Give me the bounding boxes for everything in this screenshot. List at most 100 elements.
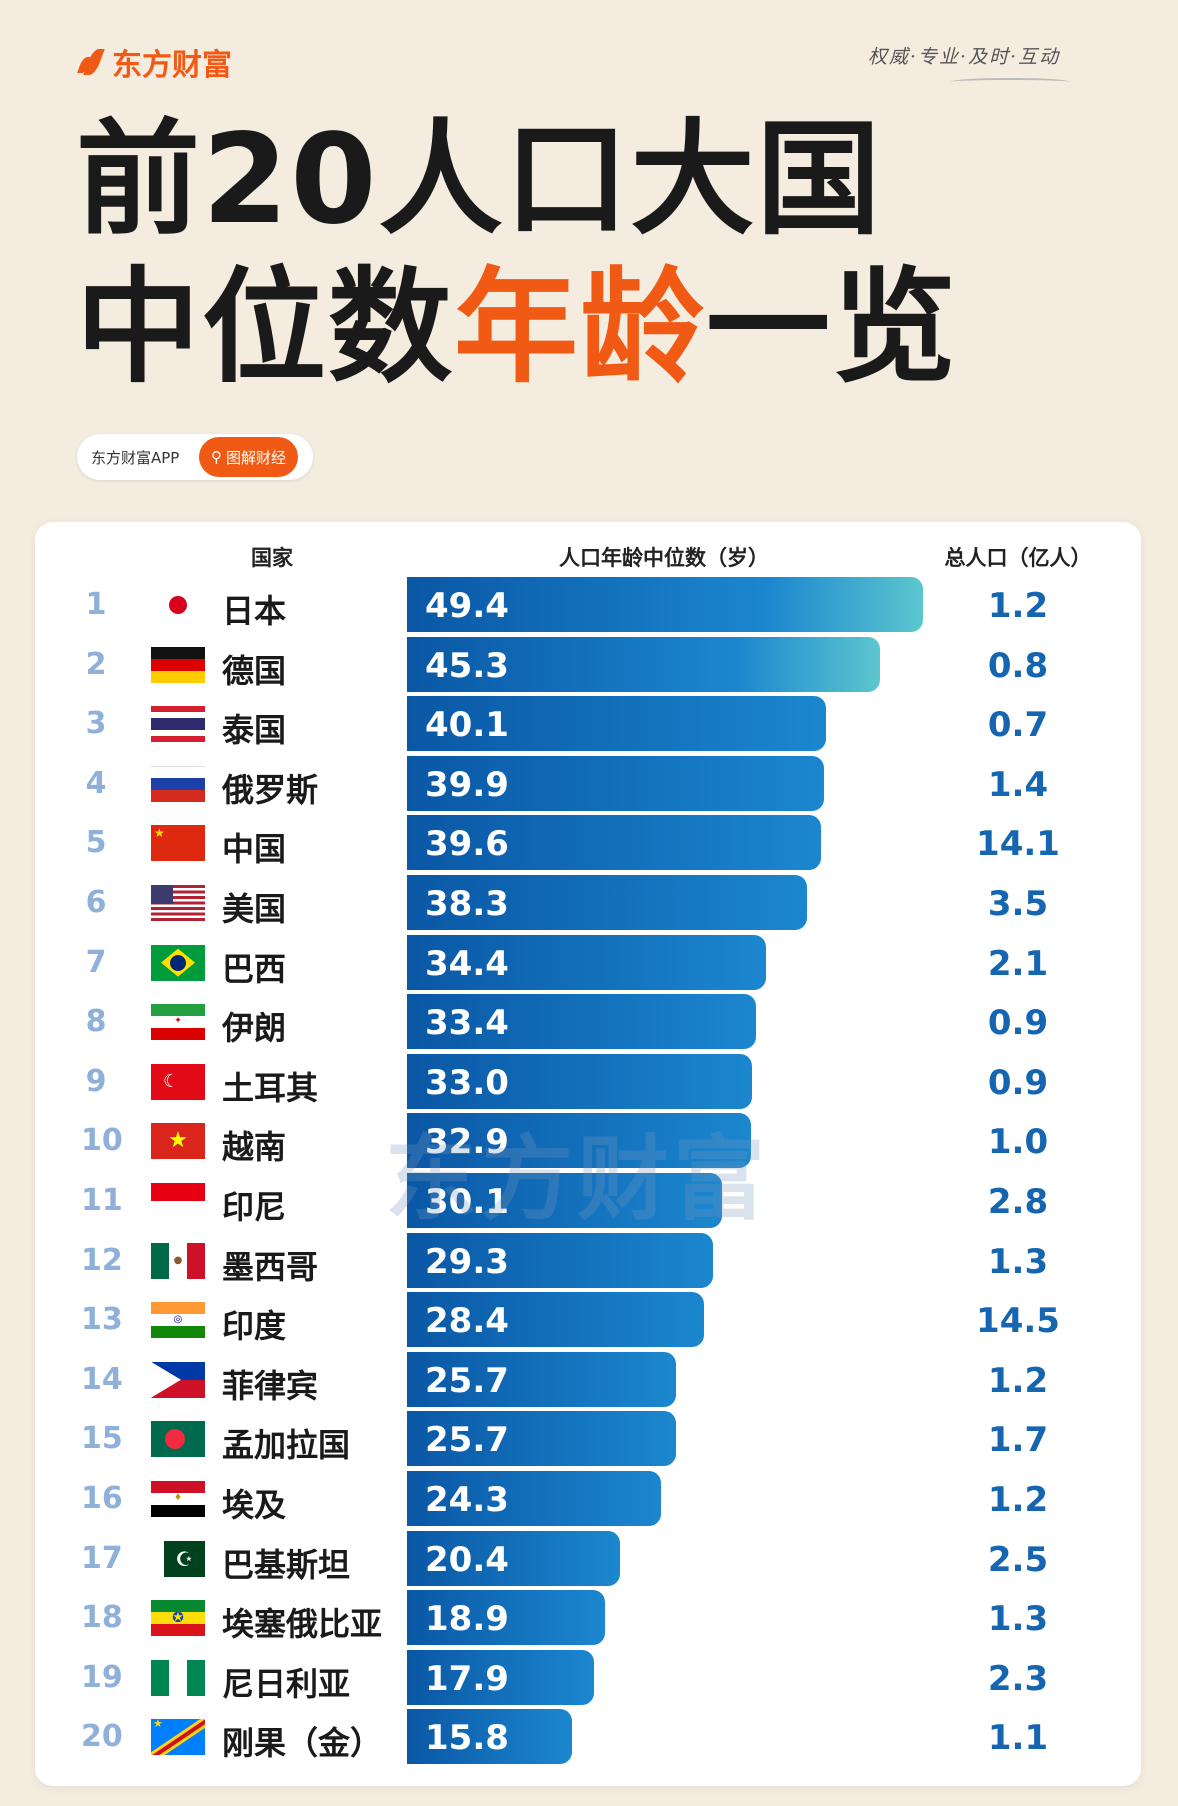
country-name: 俄罗斯 (222, 770, 319, 809)
population-value: 1.2 (987, 586, 1049, 626)
table-row: 4 俄罗斯 39.9 1.4 (35, 755, 1141, 812)
rank: 14 (81, 1361, 123, 1397)
header-population: 总人口（亿人） (944, 546, 1092, 570)
flag-tr-icon: ☾ (151, 1063, 205, 1100)
median-age-label: 24.3 (425, 1480, 509, 1520)
median-age-label: 20.4 (425, 1539, 509, 1580)
flag-pk-icon: ☪ (151, 1540, 205, 1577)
rank: 2 (85, 646, 107, 682)
population-value: 1.1 (987, 1718, 1049, 1759)
flag-bd-icon (151, 1421, 205, 1458)
median-age-bar (407, 1709, 573, 1765)
flag-id-icon (151, 1183, 205, 1219)
table-row: 17 ☪ 巴基斯坦 20.4 2.5 (35, 1530, 1141, 1587)
country-name: 印尼 (222, 1188, 287, 1226)
rank: 3 (85, 706, 107, 742)
median-age-bar (407, 577, 924, 632)
rank: 20 (81, 1719, 123, 1755)
population-value: 1.3 (987, 1241, 1049, 1282)
country-name: 菲律宾 (222, 1366, 319, 1405)
population-value: 14.5 (976, 1301, 1060, 1342)
country-name: 埃及 (222, 1486, 287, 1524)
population-value: 2.3 (987, 1658, 1049, 1699)
rank: 9 (85, 1063, 107, 1099)
table-row: 8 ✦ 伊朗 33.4 0.9 (35, 994, 1141, 1050)
flag-ng-icon (151, 1659, 205, 1696)
population-value: 3.5 (987, 884, 1049, 924)
table-row: 1 日本 49.4 1.2 (35, 577, 1141, 633)
search-icon: ⚲ (211, 448, 222, 466)
country-name: 美国 (222, 890, 287, 928)
median-age-bar (407, 755, 824, 811)
title-line-1: 前20人口大国 (76, 108, 883, 252)
table-row: 10 ★ 越南 32.9 1.0 (35, 1113, 1141, 1169)
rank: 11 (81, 1183, 123, 1218)
flag-eg-icon: ♦ (151, 1481, 205, 1517)
median-age-bar (407, 1232, 714, 1288)
flag-ph-icon (151, 1361, 205, 1398)
median-age-bar (407, 1053, 752, 1109)
rank: 5 (85, 825, 107, 861)
rank: 16 (81, 1481, 123, 1516)
search-button-label: 图解财经 (226, 448, 287, 467)
logo-text: 东方财富 (112, 48, 232, 83)
table-row: 6 美国 38.3 3.5 (35, 875, 1141, 931)
median-age-label: 40.1 (425, 705, 509, 746)
rank: 8 (85, 1004, 107, 1040)
table-row: 16 ♦ 埃及 24.3 1.2 (35, 1471, 1141, 1527)
median-age-label: 17.9 (425, 1658, 509, 1699)
rank: 15 (81, 1421, 123, 1457)
table-row: 2 德国 45.3 0.8 (35, 636, 1141, 693)
rank: 19 (81, 1659, 123, 1695)
title-part: 一览 (706, 256, 959, 400)
rank: 12 (81, 1242, 123, 1278)
population-value: 1.7 (987, 1420, 1049, 1461)
slogan: 权威·专业·及时·互动 (868, 46, 1061, 68)
app-name: 东方财富APP (91, 448, 180, 467)
median-age-label: 18.9 (425, 1599, 509, 1640)
country-name: 孟加拉国 (222, 1426, 351, 1465)
median-age-label: 30.1 (425, 1182, 509, 1222)
median-age-bar (407, 1292, 704, 1348)
median-age-bar (407, 1113, 751, 1169)
population-value: 1.0 (987, 1122, 1049, 1163)
median-age-bar (407, 1411, 676, 1467)
population-value: 1.2 (987, 1480, 1049, 1520)
flag-jp-icon (151, 587, 205, 623)
median-age-bar (407, 1173, 722, 1228)
flag-in-icon: ◎ (151, 1302, 205, 1339)
country-name: 印度 (222, 1307, 287, 1346)
population-value: 1.3 (987, 1599, 1049, 1640)
flag-br-icon (151, 944, 205, 981)
table-row: 13 ◎ 印度 28.4 14.5 (35, 1292, 1141, 1348)
median-age-label: 49.4 (425, 586, 509, 626)
median-age-bar (407, 1351, 676, 1407)
country-name: 刚果（金） (222, 1724, 383, 1763)
table-row: 12 ● 墨西哥 29.3 1.3 (35, 1232, 1141, 1289)
brush-stroke-decoration (950, 78, 1070, 86)
rank: 18 (81, 1600, 123, 1636)
table-row: 7 巴西 34.4 2.1 (35, 934, 1141, 991)
country-name: 巴基斯坦 (222, 1545, 351, 1584)
table-row: 14 菲律宾 25.7 1.2 (35, 1351, 1141, 1408)
country-name: 尼日利亚 (222, 1664, 351, 1703)
flag-th-icon (151, 706, 205, 743)
app-search-pill[interactable]: 东方财富APP ⚲ 图解财经 (77, 434, 313, 480)
data-card: 国家 人口年龄中位数（岁） 总人口（亿人） 1 日本 49.4 1.2 2 德国 45.3 0… (35, 522, 1141, 1786)
median-age-bar (407, 994, 757, 1050)
table-row: 9 ☾ 土耳其 33.0 0.9 (35, 1053, 1141, 1110)
country-name: 土耳其 (222, 1068, 319, 1107)
flag-et-icon: ✪ (151, 1600, 205, 1637)
population-value: 0.9 (987, 1062, 1049, 1103)
rank: 17 (81, 1540, 123, 1576)
median-age-bar (407, 1649, 595, 1705)
brand-logo: 东方财富 (80, 40, 232, 84)
median-age-label: 33.4 (425, 1003, 509, 1044)
median-age-label: 15.8 (425, 1718, 509, 1759)
median-age-bar (407, 934, 767, 990)
median-age-bar (407, 875, 808, 930)
population-value: 14.1 (976, 824, 1060, 865)
flag-mx-icon: ● (151, 1242, 205, 1279)
median-age-bar (407, 696, 827, 752)
search-button[interactable]: ⚲ 图解财经 (199, 437, 299, 477)
